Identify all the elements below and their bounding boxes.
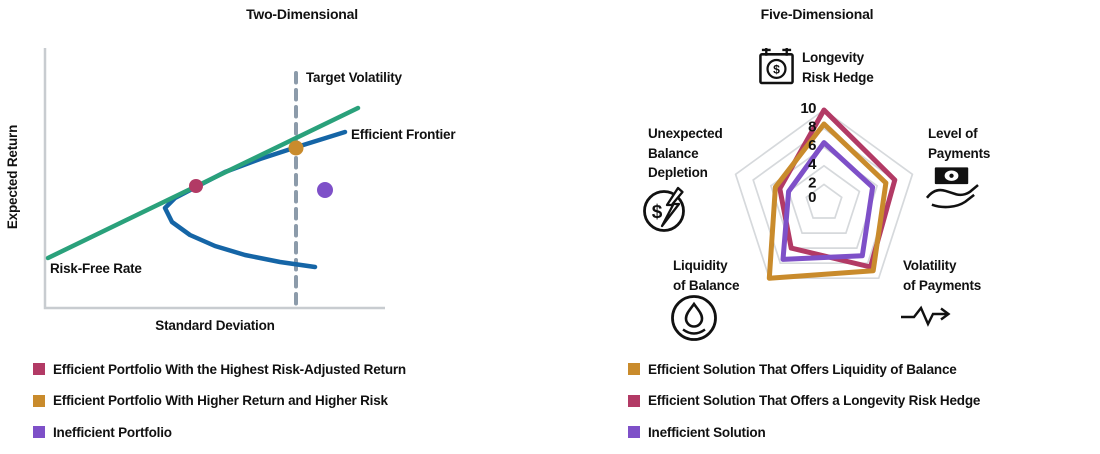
plot-axes — [43, 48, 385, 310]
radar-axis-label-volatility: Volatility of Payments — [903, 258, 982, 293]
radar-grid-ring-10 — [734, 108, 914, 280]
legend-item: Efficient Portfolio With the Highest Ris… — [33, 361, 406, 377]
radar-grid-ring-2 — [805, 183, 843, 219]
risk-free-rate-label: Risk-Free Rate — [50, 261, 142, 276]
legend-swatch-orange — [628, 363, 640, 375]
capital-market-line — [45, 105, 361, 261]
target-volatility-label: Target Volatility — [306, 70, 402, 85]
radar-axis-label-longevity: Longevity Risk Hedge — [802, 50, 874, 85]
radar-series-inefficient — [780, 140, 876, 262]
legend-item: Efficient Solution That Offers a Longevi… — [628, 393, 980, 409]
radar-tick-label-4: 4 — [808, 156, 817, 173]
dollar-bolt-circle-icon: $ — [641, 185, 691, 235]
legend-item: Efficient Solution That Offers Liquidity… — [628, 361, 980, 377]
chart-title-2d: Two-Dimensional — [246, 6, 358, 22]
point-higher-return-higher-risk — [288, 140, 304, 156]
five-dimensional-radar-chart: 024 68 10 — [734, 100, 914, 281]
legend-two-dimensional: Efficient Portfolio With the Highest Ris… — [33, 361, 406, 440]
legend-swatch-purple — [628, 426, 640, 438]
efficient-frontier-label: Efficient Frontier — [351, 127, 456, 142]
calendar-dollar-icon: $ — [758, 46, 795, 86]
legend-label: Efficient Solution That Offers Liquidity… — [648, 361, 957, 377]
legend-label: Efficient Portfolio With Higher Return a… — [53, 393, 388, 408]
two-dimensional-chart — [43, 48, 385, 310]
zigzag-arrow-icon — [900, 305, 958, 327]
chart-title-radar: Five-Dimensional — [760, 6, 874, 22]
svg-text:$: $ — [773, 62, 780, 76]
legend-item: Efficient Portfolio With Higher Return a… — [33, 393, 406, 409]
legend-five-dimensional: Efficient Solution That Offers Liquidity… — [628, 361, 980, 440]
radar-axis-label-unexpected: Unexpected Balance Depletion — [648, 126, 723, 180]
efficient-frontier-curve — [162, 129, 348, 270]
legend-swatch-crimson — [628, 394, 640, 407]
y-axis-label: Expected Return — [5, 124, 20, 230]
panel-two-dimensional: Two-Dimensional Target Volatility Effici… — [0, 0, 550, 352]
legend-item: Inefficient Solution — [628, 424, 980, 440]
panel-five-dimensional: 0 2 4 6 8 10 Five-Dimensional $ Longevity Ris… — [550, 0, 1100, 352]
legend-swatch-purple — [33, 426, 45, 438]
radar-axis-label-level: Level of Payments — [928, 126, 991, 161]
radar-tick-label-10: 10 — [800, 100, 816, 117]
radar-tick-label-6: 6 — [808, 137, 816, 154]
radar-series-liquidity — [766, 121, 889, 281]
legend-label: Inefficient Portfolio — [53, 424, 172, 440]
legend-label: Inefficient Solution — [648, 424, 766, 440]
cash-in-hand-icon — [925, 165, 980, 211]
legend-swatch-crimson — [33, 363, 45, 375]
point-highest-risk-adjusted-return — [189, 179, 203, 193]
legend-label: Efficient Solution That Offers a Longevi… — [648, 393, 981, 408]
radar-tick-label-2: 2 — [808, 174, 816, 191]
legend-item: Inefficient Portfolio — [33, 424, 406, 440]
x-axis-label: Standard Deviation — [155, 318, 275, 333]
radar-axis-label-liquidity: Liquidity of Balance — [673, 258, 740, 293]
radar-tick-label-8: 8 — [808, 119, 816, 136]
svg-text:$: $ — [652, 202, 663, 223]
point-inefficient-portfolio — [317, 182, 333, 198]
legend-label: Efficient Portfolio With the Highest Ris… — [53, 361, 406, 377]
legend-swatch-orange — [33, 394, 45, 407]
droplet-circle-icon — [669, 293, 719, 343]
radar-tick-label-0: 0 — [808, 189, 816, 206]
